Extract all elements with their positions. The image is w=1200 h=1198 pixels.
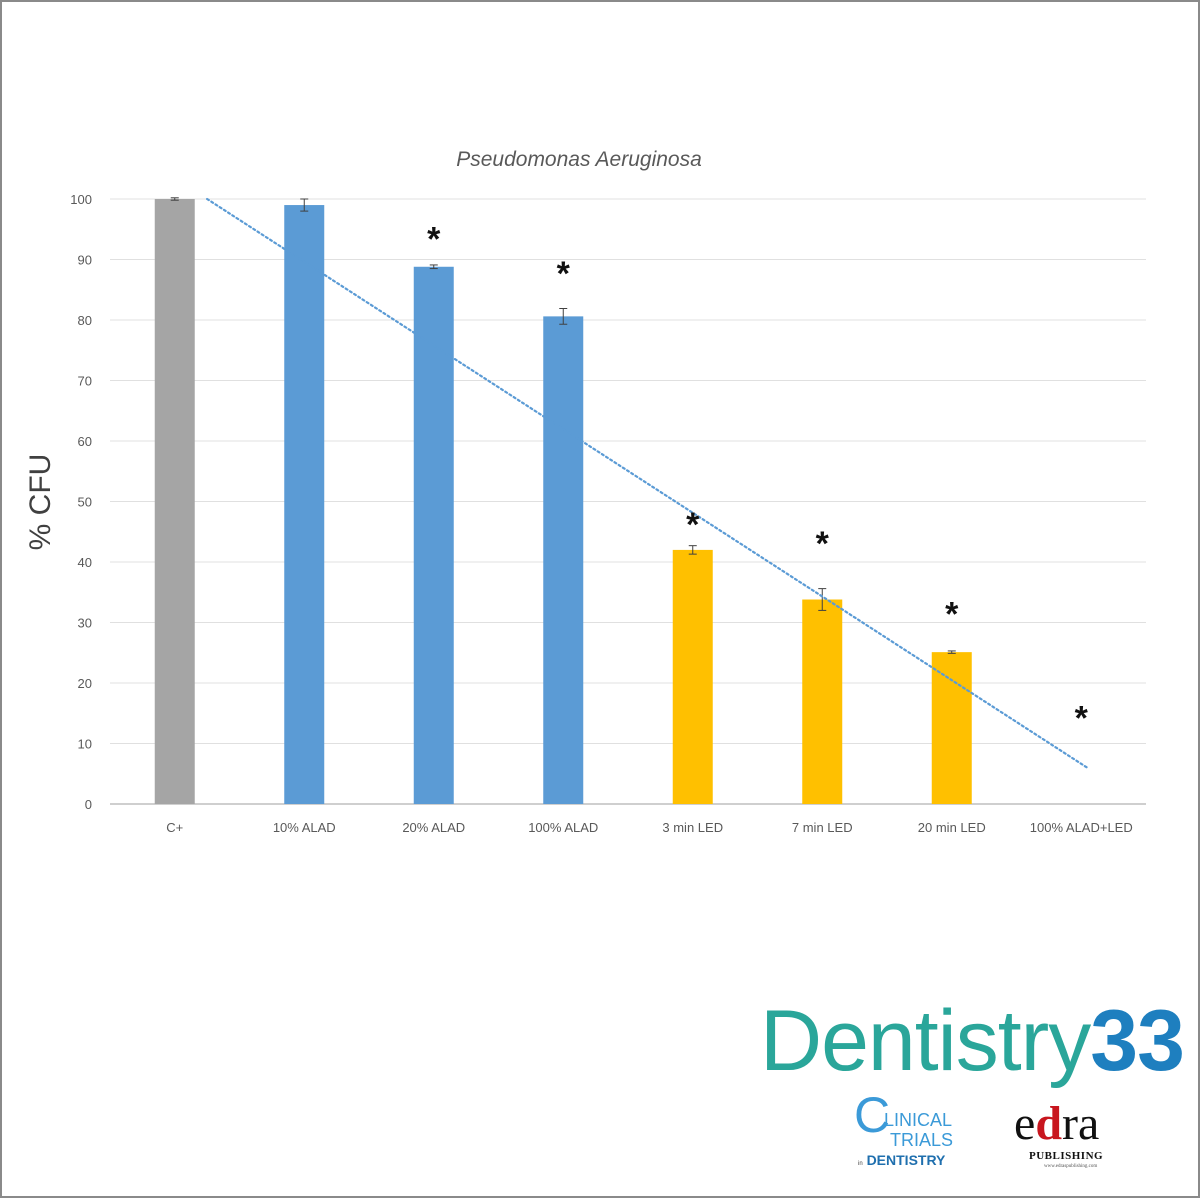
y-tick-label: 40 (78, 555, 92, 570)
x-tick-label: 3 min LED (662, 820, 723, 835)
y-tick-label: 80 (78, 313, 92, 328)
edra-logo-ra: ra (1062, 1097, 1100, 1150)
dentistry33-logo: Dentistry33 (760, 998, 1185, 1084)
edra-logo-site: www.edraspublishing.com (1044, 1164, 1098, 1169)
significance-marker: * (945, 595, 959, 633)
bar-100-alad (543, 316, 584, 804)
bar-7-min-led (802, 599, 843, 804)
ctd-logo-in: in (858, 1161, 863, 1167)
y-tick-label: 20 (78, 676, 92, 691)
y-tick-label: 70 (78, 374, 92, 389)
trendline (206, 197, 1089, 769)
y-tick-label: 10 (78, 737, 92, 752)
dentistry33-logo-word: Dentistry (760, 993, 1091, 1089)
y-tick-label: 100 (70, 192, 92, 207)
ctd-logo-line2: TRIALS (890, 1130, 954, 1150)
edra-logo-word: edra (1014, 1100, 1099, 1148)
x-tick-label: 10% ALAD (273, 820, 336, 835)
x-tick-label: 20% ALAD (402, 820, 465, 835)
ctd-logo-line3: in DENTISTRY (858, 1152, 945, 1168)
gridlines (110, 198, 1146, 805)
edra-logo-d: d (1035, 1097, 1063, 1150)
error-bar (947, 650, 956, 654)
error-bar (429, 264, 438, 270)
ctd-logo-c: C (854, 1087, 891, 1143)
ctd-logo-line1: LINICAL (884, 1110, 953, 1130)
significance-marker: * (1075, 699, 1089, 737)
x-tick-label: C+ (166, 820, 183, 835)
y-tick-labels: 0 10 20 30 40 50 60 70 80 90 100 (70, 192, 92, 812)
y-tick-label: 90 (78, 253, 92, 268)
significance-marker: * (686, 506, 700, 544)
error-bars (170, 197, 956, 654)
edra-publishing-logo: edra PUBLISHING www.edraspublishing.com (1014, 1092, 1126, 1172)
error-bar (559, 308, 568, 325)
x-tick-label: 100% ALAD+LED (1030, 820, 1133, 835)
bar-20-min-led (931, 652, 972, 804)
bar-c- (154, 199, 195, 804)
x-tick-label: 100% ALAD (528, 820, 598, 835)
y-tick-label: 60 (78, 434, 92, 449)
linear-trendline (206, 197, 1089, 769)
bar-chart: Pseudomonas Aeruginosa % CFU 0 10 20 30 40 50… (24, 148, 1146, 835)
significance-marker: * (427, 220, 441, 258)
clinical-trials-in-dentistry-logo: C LINICAL TRIALS in DENTISTRY (854, 1090, 964, 1174)
significance-markers: * * * * * * (427, 220, 1089, 737)
y-axis-label: % CFU (24, 454, 57, 551)
y-tick-label: 50 (78, 495, 92, 510)
edra-logo-e: e (1014, 1097, 1036, 1150)
significance-marker: * (816, 525, 830, 563)
bar-20-alad (413, 266, 454, 804)
bars (154, 199, 972, 805)
ctd-logo-dentistry: DENTISTRY (866, 1152, 946, 1168)
x-tick-label: 20 min LED (918, 820, 986, 835)
error-bar (170, 197, 179, 201)
chart-title: Pseudomonas Aeruginosa (456, 148, 702, 171)
x-tick-label: 7 min LED (792, 820, 853, 835)
bar-3-min-led (672, 549, 713, 804)
error-bar (300, 198, 309, 212)
dentistry33-logo-number: 33 (1090, 993, 1185, 1089)
error-bar (818, 588, 827, 611)
edra-logo-publishing: PUBLISHING (1029, 1150, 1104, 1162)
x-tick-labels: C+ 10% ALAD 20% ALAD 100% ALAD 3 min LED 7 mi… (166, 820, 1132, 835)
significance-marker: * (557, 255, 571, 293)
y-tick-label: 30 (78, 616, 92, 631)
error-bar (688, 545, 697, 555)
bar-10-alad (284, 205, 325, 805)
y-tick-label: 0 (85, 797, 92, 812)
